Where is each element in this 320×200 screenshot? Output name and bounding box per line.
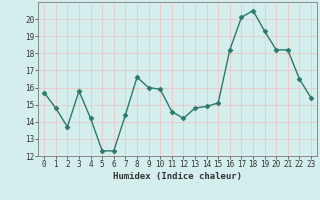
X-axis label: Humidex (Indice chaleur): Humidex (Indice chaleur) (113, 172, 242, 181)
